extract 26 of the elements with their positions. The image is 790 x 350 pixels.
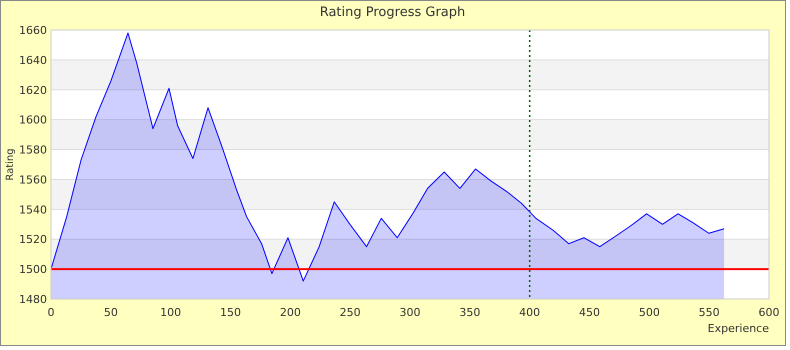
y-tick-label: 1660 xyxy=(19,24,47,37)
x-tick-label: 250 xyxy=(340,306,361,319)
y-tick-label: 1620 xyxy=(19,84,47,97)
y-tick-label: 1480 xyxy=(19,293,47,306)
x-tick-label: 550 xyxy=(698,306,720,319)
x-axis-title: Experience xyxy=(708,322,770,335)
x-tick-label: 150 xyxy=(220,306,241,319)
x-tick-label: 400 xyxy=(519,306,540,319)
y-tick-label: 1580 xyxy=(19,144,47,157)
x-tick-label: 200 xyxy=(280,306,301,319)
y-tick-label: 1520 xyxy=(19,233,47,246)
y-tick-label: 1500 xyxy=(19,263,47,276)
y-tick-label: 1560 xyxy=(19,173,47,186)
x-tick-label: 450 xyxy=(579,306,600,319)
y-tick-label: 1540 xyxy=(19,203,47,216)
y-tick-label: 1640 xyxy=(19,54,47,67)
chart-title: Rating Progress Graph xyxy=(320,5,466,20)
x-tick-label: 500 xyxy=(638,306,660,319)
x-tick-label: 300 xyxy=(400,306,420,319)
x-tick-label: 50 xyxy=(104,306,118,319)
x-tick-label: 600 xyxy=(758,306,780,319)
x-tick-label: 0 xyxy=(48,306,54,319)
x-tick-label: 350 xyxy=(459,306,480,319)
x-tick-label: 100 xyxy=(160,306,182,319)
y-tick-label: 1600 xyxy=(19,114,47,127)
y-axis-title: Rating xyxy=(5,148,16,181)
